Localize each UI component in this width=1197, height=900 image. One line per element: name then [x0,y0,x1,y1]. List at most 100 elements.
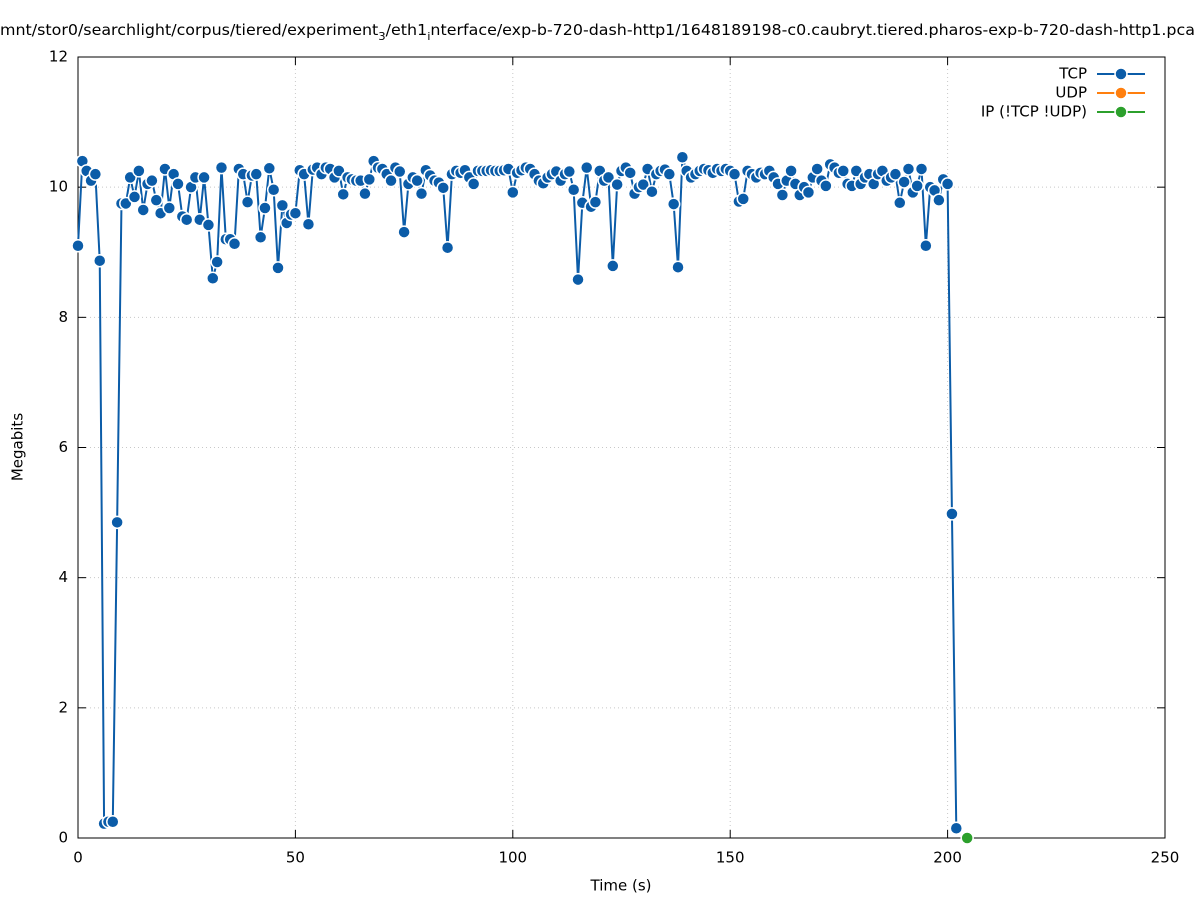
data-point [127,190,142,204]
y-tick-label: 10 [49,178,68,196]
data-point [945,507,959,521]
x-tick-label: 50 [286,849,305,867]
data-point [136,203,150,217]
data-point [960,831,974,845]
data-point [645,184,659,199]
data-point [506,185,520,200]
x-tick-label: 150 [716,849,745,867]
legend-marker [1114,67,1128,81]
data-point [588,195,603,209]
data-point [893,196,907,210]
data-point [606,259,620,273]
data-point [410,173,424,188]
data-point [836,164,850,178]
data-point [901,162,916,176]
data-point [110,515,124,530]
title-part: mnt/stor0/searchlight/corpus/tiered/expe… [0,21,378,39]
y-tick-label: 4 [58,568,68,586]
data-point [414,186,429,201]
x-tick-label: 0 [73,849,83,867]
data-point [179,212,194,227]
data-point [393,164,407,179]
data-point [162,201,177,215]
data-point [206,271,220,286]
data-point [897,175,911,189]
data-point [210,255,224,269]
title-subscript: 3 [378,30,385,43]
data-point [301,217,316,232]
data-point [249,167,264,181]
data-point [562,164,577,179]
data-point [145,173,159,188]
data-point [440,240,455,255]
data-point [88,167,103,181]
data-point [636,177,650,192]
data-point [623,166,637,180]
data-point [214,160,229,175]
data-point [727,167,742,181]
data-point [71,238,85,253]
data-point [262,161,277,176]
data-point [566,183,581,197]
x-axis-label: Time (s) [590,877,652,895]
data-point [253,230,268,245]
legend-label: TCP [1058,65,1087,83]
legend-marker [1114,105,1128,119]
data-point [888,167,903,181]
data-point [932,193,946,207]
x-tick-label: 100 [498,849,527,867]
data-point [336,187,350,202]
data-point [671,260,685,274]
y-tick-label: 12 [49,48,68,66]
y-tick-label: 0 [58,829,68,847]
legend-marker [1114,86,1128,100]
data-point [266,183,281,197]
legend-label: IP (!TCP !UDP) [981,103,1087,121]
y-tick-label: 8 [58,308,68,326]
title-part: /eth1 [386,21,428,39]
data-point [919,238,933,253]
data-point [271,261,285,275]
data-point [819,179,833,193]
data-point [810,162,824,176]
data-point [171,177,185,191]
x-tick-label: 200 [933,849,962,867]
y-tick-label: 6 [58,438,68,456]
data-point [601,170,616,185]
data-point [675,150,690,164]
data-point [801,185,816,200]
data-point [571,272,585,287]
x-tick-label: 250 [1151,849,1180,867]
data-point [358,186,372,201]
data-point [914,162,929,176]
legend-label: UDP [1055,84,1087,102]
data-point [910,179,924,193]
data-point [201,218,216,232]
y-axis-label: Megabits [9,413,27,481]
data-point [784,164,798,178]
data-point [610,177,624,192]
series-line [77,156,958,829]
data-point [775,188,790,202]
data-point [436,181,450,195]
data-point [132,164,146,178]
data-point [288,206,303,220]
data-point [662,167,677,181]
data-point [240,195,255,209]
data-point [275,198,290,213]
chart-title: mnt/stor0/searchlight/corpus/tiered/expe… [0,21,1195,43]
title-part: nterface/exp-b-720-dash-http1/1648189198… [430,21,1195,39]
data-point [949,821,964,835]
data-point [149,193,164,207]
data-point [362,172,377,187]
data-point [106,814,120,829]
data-point [940,177,955,191]
data-point [397,225,411,239]
title-subscript: i [427,30,430,43]
data-point [258,201,272,215]
data-point [197,170,211,185]
data-point [579,160,594,175]
data-point [92,253,107,268]
